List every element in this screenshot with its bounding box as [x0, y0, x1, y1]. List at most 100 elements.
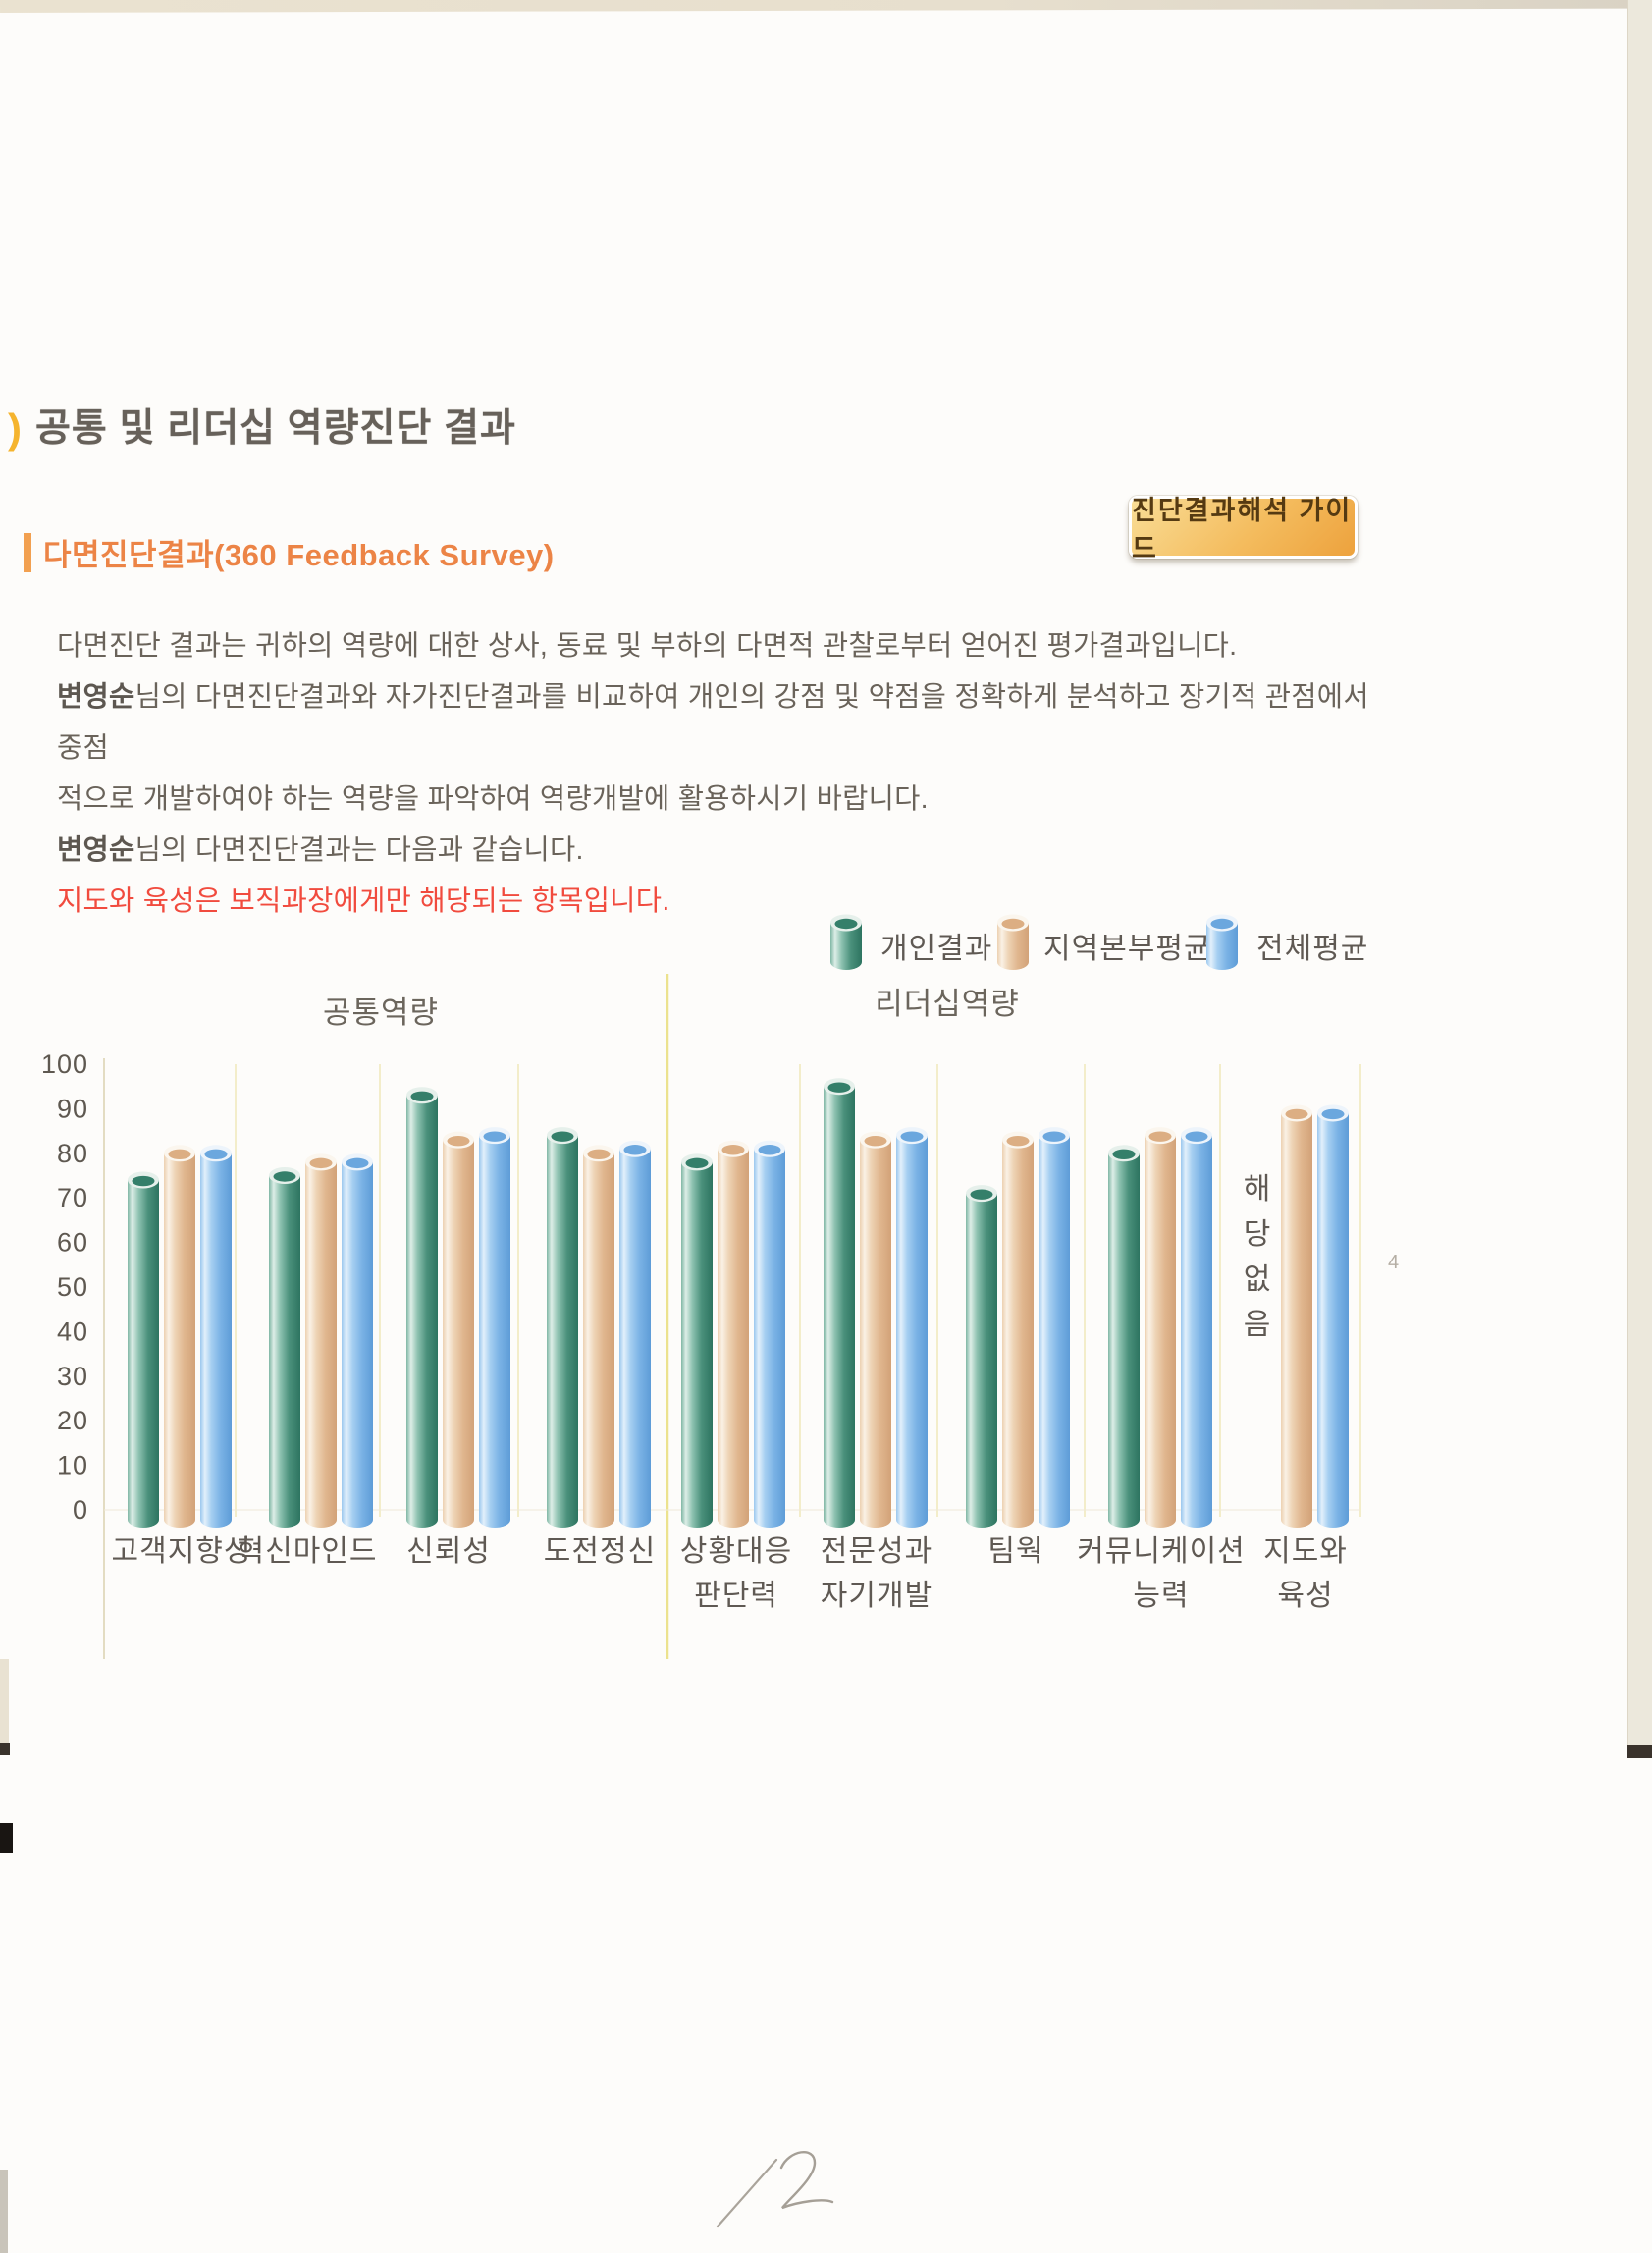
bar-지역본부평균-c4-body	[718, 1149, 749, 1520]
bar-전체평균-c4-top-hole	[758, 1145, 781, 1155]
y-tick-label-100: 100	[41, 1049, 88, 1079]
bar-지역본부평균-c3-top-rim	[583, 1145, 614, 1162]
scan-edge-top	[0, 0, 1652, 13]
bar-지역본부평균-c0-top-hole	[168, 1149, 191, 1160]
y-tick-label-60: 60	[57, 1228, 88, 1258]
bar-개인결과-c0-bottom-cap	[128, 1512, 159, 1528]
y-tick-label-50: 50	[57, 1272, 88, 1302]
legend-cylinder-icon-tan-bottom-cap	[997, 954, 1029, 970]
bar-개인결과-c1-bottom-cap	[269, 1512, 300, 1528]
bar-지역본부평균-c2-top-hole	[447, 1135, 470, 1147]
y-tick-label-70: 70	[57, 1183, 88, 1212]
bar-전체평균-c0-bottom-cap	[200, 1512, 232, 1528]
na-label-char: 음	[1244, 1309, 1272, 1341]
intro-line: 적으로 개발하여야 하는 역량을 파악하여 역량개발에 활용하시기 바랍니다.	[57, 783, 929, 815]
bar-전체평균-c3-top-hole	[623, 1145, 647, 1155]
bar-지역본부평균-c4-bottom-cap	[718, 1512, 749, 1528]
bar-지역본부평균-c7-top-hole	[1148, 1131, 1172, 1142]
bar-개인결과-c7-body	[1108, 1153, 1140, 1520]
bar-개인결과-c7-top-hole	[1112, 1149, 1136, 1160]
bar-전체평균-c0-top-rim	[200, 1145, 232, 1162]
x-category-label-7: 능력	[1133, 1580, 1189, 1612]
x-category-label-2: 신뢰성	[406, 1535, 491, 1568]
x-category-label-4: 상황대응	[680, 1535, 792, 1568]
bar-개인결과-c7-bottom-cap	[1108, 1512, 1140, 1528]
legend-cylinder-icon-green-bottom-cap	[830, 954, 862, 970]
bar-지역본부평균-c6-top-rim	[1002, 1131, 1034, 1149]
employee-name: 변영순	[57, 834, 135, 866]
bar-지역본부평균-c0-body	[164, 1153, 195, 1520]
x-category-label-5: 전문성과	[821, 1535, 933, 1568]
bar-전체평균-c8-bottom-cap	[1317, 1512, 1349, 1528]
scan-mark-left-gray	[0, 2170, 8, 2253]
x-category-label-8: 지도와	[1263, 1535, 1348, 1568]
intro-line: 변영순님의 다면진단결과는 다음과 같습니다.	[57, 834, 584, 866]
intro-line: 다면진단 결과는 귀하의 역량에 대한 상사, 동료 및 부하의 다면적 관찰로…	[57, 630, 1238, 662]
bar-지역본부평균-c8-bottom-cap	[1281, 1512, 1312, 1528]
bar-지역본부평균-c4-top-rim	[718, 1140, 749, 1157]
bar-개인결과-c3-bottom-cap	[547, 1512, 578, 1528]
scan-edge-left	[0, 1659, 9, 1743]
bar-개인결과-c2-body	[406, 1095, 438, 1520]
bar-개인결과-c7-top-rim	[1108, 1145, 1140, 1162]
bar-지역본부평균-c2-top-rim	[443, 1131, 474, 1149]
bar-전체평균-c3-body	[619, 1149, 651, 1520]
legend-label-regional-avg: 지역본부평균	[1043, 933, 1212, 965]
bar-전체평균-c7-bottom-cap	[1181, 1512, 1212, 1528]
bar-개인결과-c0-top-hole	[132, 1175, 155, 1187]
legend-cylinder-icon-green-body	[830, 923, 862, 962]
bar-전체평균-c3-bottom-cap	[619, 1512, 651, 1528]
bar-전체평균-c5-top-rim	[896, 1127, 928, 1145]
bar-지역본부평균-c8-body	[1281, 1112, 1312, 1520]
y-tick-label-80: 80	[57, 1139, 88, 1168]
x-category-label-3: 도전정신	[544, 1535, 656, 1568]
bar-개인결과-c1-top-rim	[269, 1167, 300, 1184]
bar-전체평균-c1-bottom-cap	[342, 1512, 373, 1528]
bar-개인결과-c5-body	[824, 1086, 855, 1520]
bar-지역본부평균-c1-top-hole	[309, 1157, 333, 1169]
intro-line: 변영순님의 다면진단결과와 자가진단결과를 비교하여 개인의 강점 및 약점을 …	[57, 681, 1369, 764]
bar-전체평균-c2-bottom-cap	[479, 1512, 510, 1528]
scan-mark-left-small	[0, 1743, 10, 1755]
guide-button[interactable]: 진단결과해석 가이드	[1129, 496, 1358, 563]
x-category-label-6: 팀웍	[987, 1535, 1043, 1568]
bar-전체평균-c2-top-hole	[483, 1131, 506, 1142]
bar-개인결과-c2-bottom-cap	[406, 1512, 438, 1528]
x-category-label-0: 고객지향성	[112, 1535, 252, 1568]
bar-전체평균-c8-top-rim	[1317, 1104, 1349, 1122]
y-tick-label-30: 30	[57, 1362, 88, 1391]
section-subtitle: 다면진단결과(360 Feedback Survey)	[43, 538, 555, 572]
bar-전체평균-c7-top-hole	[1185, 1131, 1208, 1142]
bar-개인결과-c4-top-rim	[681, 1153, 713, 1171]
na-label-char: 없	[1244, 1263, 1272, 1296]
bar-개인결과-c0-body	[128, 1180, 159, 1520]
legend-label-personal: 개인결과	[880, 933, 993, 965]
bar-개인결과-c6-top-hole	[970, 1189, 993, 1200]
guide-button-label: 진단결과해석 가이드	[1132, 496, 1353, 563]
bar-개인결과-c6-bottom-cap	[966, 1512, 997, 1528]
bar-지역본부평균-c7-bottom-cap	[1145, 1512, 1176, 1528]
x-category-label-4: 판단력	[694, 1580, 778, 1612]
intro-paragraph: 다면진단 결과는 귀하의 역량에 대한 상사, 동료 및 부하의 다면적 관찰로…	[57, 620, 1392, 927]
bar-지역본부평균-c5-top-hole	[864, 1135, 887, 1147]
bar-지역본부평균-c0-top-rim	[164, 1145, 195, 1162]
y-tick-label-10: 10	[57, 1451, 88, 1480]
bar-지역본부평균-c6-bottom-cap	[1002, 1512, 1034, 1528]
legend-cylinder-icon-tan-body	[997, 923, 1029, 962]
bar-지역본부평균-c6-body	[1002, 1140, 1034, 1520]
stray-pencil-mark: 4	[1388, 1252, 1400, 1273]
bar-전체평균-c4-top-rim	[754, 1140, 785, 1157]
bar-개인결과-c3-top-hole	[551, 1131, 574, 1142]
bar-전체평균-c3-top-rim	[619, 1140, 651, 1157]
y-tick-label-40: 40	[57, 1316, 88, 1346]
bar-전체평균-c2-top-rim	[479, 1127, 510, 1145]
scan-mark-right	[1627, 1745, 1652, 1758]
bar-전체평균-c6-top-hole	[1042, 1131, 1066, 1142]
bar-개인결과-c4-bottom-cap	[681, 1512, 713, 1528]
note-red: 지도와 육성은 보직과장에게만 해당되는 항목입니다.	[57, 885, 670, 917]
bar-전체평균-c1-top-hole	[346, 1157, 369, 1169]
x-category-label-5: 자기개발	[821, 1580, 933, 1612]
bar-전체평균-c8-top-hole	[1321, 1108, 1345, 1120]
bar-전체평균-c7-body	[1181, 1135, 1212, 1520]
